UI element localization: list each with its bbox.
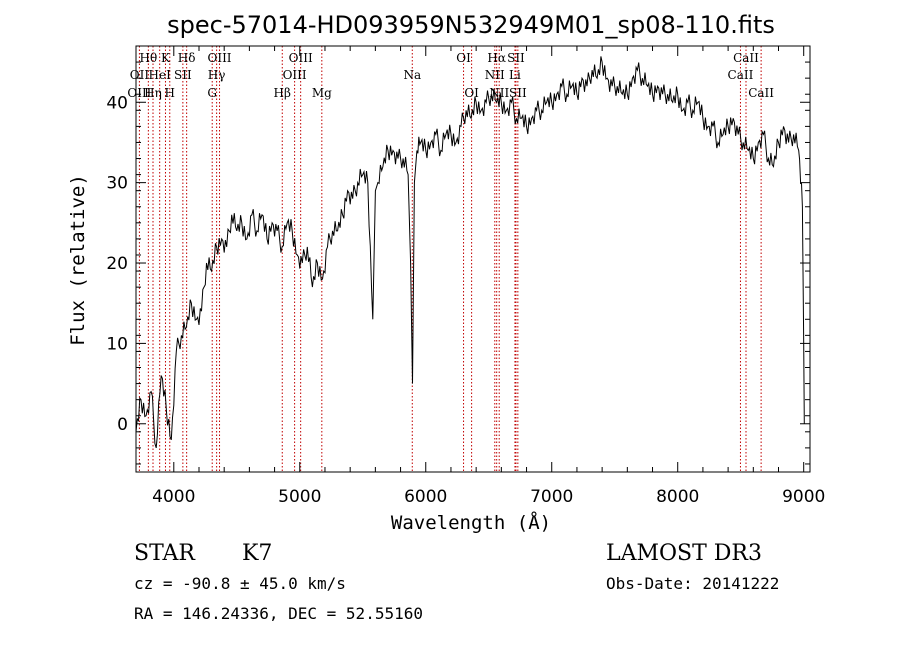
object-type: STAR <box>134 541 196 566</box>
annotation-label: Hθ <box>139 51 157 65</box>
annotation-label: Li <box>509 68 521 82</box>
x-tick-label: 8000 <box>656 487 699 507</box>
coordinates: RA = 146.24336, DEC = 52.55160 <box>134 604 423 623</box>
spectrum-series <box>135 56 805 449</box>
annotation-label: Mg <box>312 86 332 100</box>
observation-date: Obs-Date: 20141222 <box>606 574 779 593</box>
annotation-label: OII <box>130 68 150 82</box>
annotation-label: OIII <box>289 51 313 65</box>
line-markers <box>138 46 762 472</box>
annotation-label: HeI <box>149 68 172 82</box>
annotation-label: Hα <box>487 51 506 65</box>
annotation-label: SII <box>174 68 192 82</box>
x-tick-label: 5000 <box>278 487 321 507</box>
chart-title: spec-57014-HD093959N532949M01_sp08-110.f… <box>167 11 775 39</box>
y-tick-label: 40 <box>106 93 128 113</box>
y-axis-label: Flux (relative) <box>67 174 89 346</box>
annotation-label: Na <box>403 68 421 82</box>
x-axis-label: Wavelength (Å) <box>391 511 551 534</box>
y-tick-label: 20 <box>106 254 128 274</box>
annotation-label: CaII <box>728 68 754 82</box>
annotation-label: H <box>165 86 175 100</box>
x-tick-label: 9000 <box>782 487 825 507</box>
spectrum-line-0 <box>135 56 805 449</box>
annotation-label: SII <box>507 51 525 65</box>
annotation-label: OI <box>464 86 479 100</box>
y-tick-label: 10 <box>106 334 128 354</box>
annotation-label: G <box>207 86 217 100</box>
redshift-velocity: cz = -90.8 ± 45.0 km/s <box>134 574 346 593</box>
x-axis-ticks: 4000 5000 6000 7000 8000 9000 <box>152 46 825 507</box>
annotation-label: Hδ <box>178 51 196 65</box>
x-tick-label: 6000 <box>404 487 447 507</box>
annotation-label: NII <box>485 68 505 82</box>
annotation-label: OIII <box>207 51 231 65</box>
annotation-label: CaII <box>748 86 774 100</box>
y-axis-ticks: 0 10 20 30 40 <box>106 61 810 465</box>
annotation-label: CaII <box>733 51 759 65</box>
spectral-subclass: K7 <box>242 541 272 566</box>
y-tick-label: 0 <box>117 415 128 435</box>
x-tick-label: 7000 <box>530 487 573 507</box>
annotation-label: OIII <box>283 68 307 82</box>
annotation-label: Hβ <box>274 86 291 100</box>
survey-name: LAMOST DR3 <box>606 541 762 566</box>
annotation-label: Hη <box>144 86 162 100</box>
annotation-label: OIII <box>127 86 151 100</box>
annotation-label: Hγ <box>208 68 226 82</box>
annotation-label: OI <box>456 51 471 65</box>
plot-frame <box>135 45 811 473</box>
x-tick-label: 4000 <box>152 487 195 507</box>
annotation-label: K <box>161 51 171 65</box>
annotation-label: SII <box>509 86 527 100</box>
y-tick-label: 30 <box>106 174 128 194</box>
